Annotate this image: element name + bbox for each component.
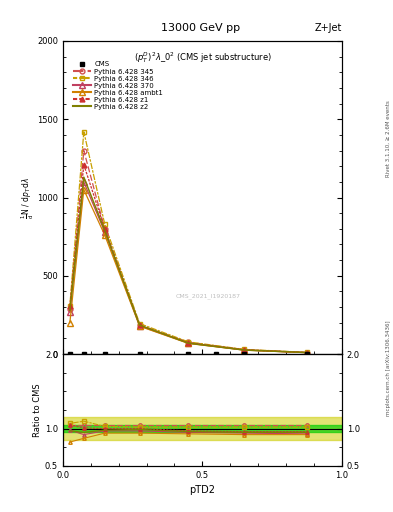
Text: 13000 GeV pp: 13000 GeV pp — [161, 23, 240, 33]
Text: $(p_T^D)^2\lambda\_0^2$ (CMS jet substructure): $(p_T^D)^2\lambda\_0^2$ (CMS jet substru… — [134, 50, 271, 65]
Text: Z+Jet: Z+Jet — [314, 23, 342, 33]
Legend: CMS, Pythia 6.428 345, Pythia 6.428 346, Pythia 6.428 370, Pythia 6.428 ambt1, P: CMS, Pythia 6.428 345, Pythia 6.428 346,… — [72, 60, 164, 111]
Y-axis label: Ratio to CMS: Ratio to CMS — [33, 383, 42, 437]
X-axis label: pTD2: pTD2 — [189, 485, 215, 495]
Bar — [63, 425, 342, 432]
Text: mcplots.cern.ch [arXiv:1306.3436]: mcplots.cern.ch [arXiv:1306.3436] — [386, 321, 391, 416]
Text: Rivet 3.1.10, ≥ 2.6M events: Rivet 3.1.10, ≥ 2.6M events — [386, 100, 391, 177]
Text: CMS_2021_I1920187: CMS_2021_I1920187 — [176, 294, 241, 300]
Y-axis label: $\mathrm{\frac{1}{d}N}$ / $\mathrm{d}p_T\,\mathrm{d}\lambda$: $\mathrm{\frac{1}{d}N}$ / $\mathrm{d}p_T… — [19, 176, 36, 219]
Bar — [63, 417, 342, 440]
